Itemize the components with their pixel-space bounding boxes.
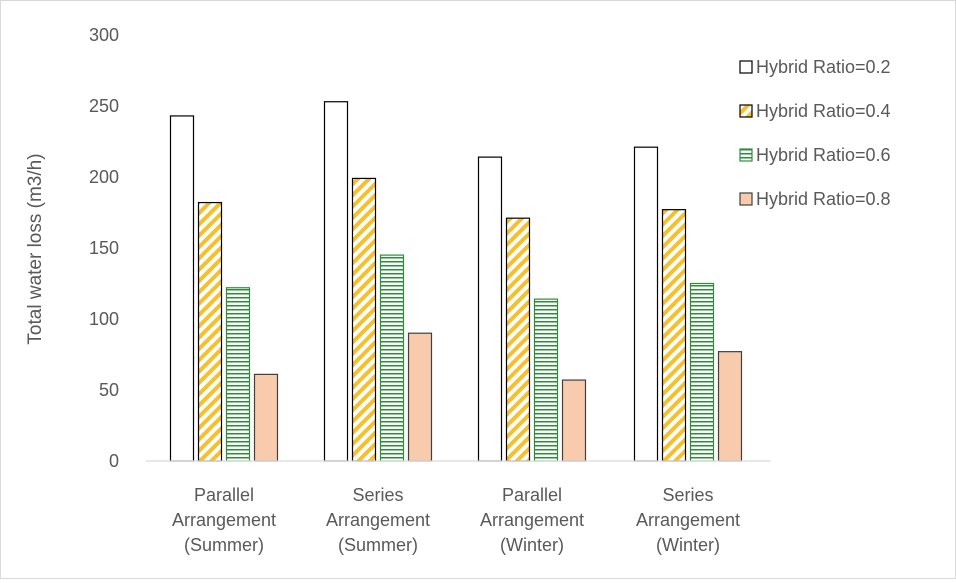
x-tick-label: Series (352, 485, 403, 505)
x-tick-label: Arrangement (172, 510, 276, 530)
y-tick-label: 250 (89, 96, 119, 116)
x-tick-label: Parallel (194, 485, 254, 505)
bar-1-4 (633, 146, 659, 462)
bar-4-1 (253, 373, 279, 462)
bar-2-1 (197, 201, 223, 462)
legend-swatch (739, 60, 753, 74)
legend: Hybrid Ratio=0.2 Hybrid Ratio=0.4 Hybrid R… (739, 57, 891, 209)
x-tick-label: (Winter) (656, 535, 720, 555)
bar-1-2 (323, 101, 349, 462)
x-tick-label: (Summer) (338, 535, 418, 555)
bar-4-4 (717, 351, 743, 462)
x-tick-label: Parallel (502, 485, 562, 505)
y-axis-label: Total water loss (m3/h) (25, 153, 46, 344)
plot-area (169, 101, 743, 462)
bar-3-3 (533, 298, 559, 462)
bar-1-1 (169, 115, 195, 462)
y-tick-label: 200 (89, 167, 119, 187)
legend-label: Hybrid Ratio=0.4 (756, 101, 891, 121)
bar-4-3 (561, 379, 587, 462)
x-tick-label: Arrangement (326, 510, 430, 530)
legend-swatch (739, 192, 753, 206)
x-tick-label: (Summer) (184, 535, 264, 555)
legend-swatch (739, 104, 753, 118)
bar-3-1 (225, 287, 251, 462)
axes: 0 50 100 150 200 250 300 Parallel Arrangement (Su… (89, 25, 771, 555)
bar-2-4 (661, 209, 687, 462)
legend-label: Hybrid Ratio=0.2 (756, 57, 891, 77)
legend-label: Hybrid Ratio=0.6 (756, 145, 891, 165)
bar-3-2 (379, 254, 405, 462)
bar-3-4 (689, 282, 715, 462)
bar-1-3 (477, 156, 503, 462)
legend-label: Hybrid Ratio=0.8 (756, 189, 891, 209)
y-tick-label: 50 (99, 380, 119, 400)
y-tick-label: 100 (89, 309, 119, 329)
bar-2-3 (505, 217, 531, 462)
y-tick-label: 0 (109, 451, 119, 471)
bar-2-2 (351, 177, 377, 462)
x-tick-label: (Winter) (500, 535, 564, 555)
bar-4-2 (407, 332, 433, 462)
y-tick-label: 300 (89, 25, 119, 45)
x-tick-label: Series (662, 485, 713, 505)
x-tick-label: Arrangement (636, 510, 740, 530)
x-tick-label: Arrangement (480, 510, 584, 530)
legend-swatch (739, 148, 753, 162)
y-tick-label: 150 (89, 238, 119, 258)
